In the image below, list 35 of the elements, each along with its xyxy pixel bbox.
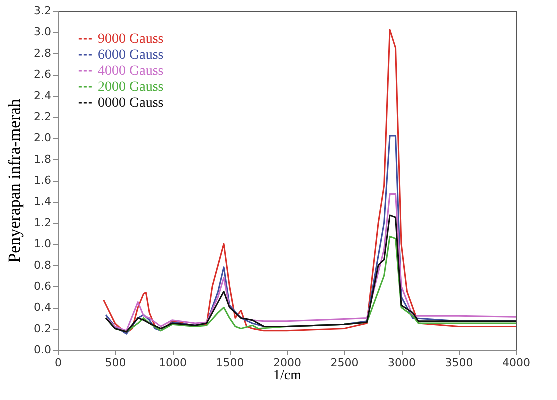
- y-tick-label: 0.0: [34, 344, 52, 356]
- y-tick-label: 2.0: [34, 132, 52, 145]
- x-tick-label: 1000: [159, 356, 187, 370]
- y-tick-label: 2.8: [34, 46, 52, 60]
- y-tick-label: 0.6: [34, 280, 52, 293]
- x-tick-label: 3000: [388, 356, 416, 370]
- x-tick-label: 2000: [274, 356, 302, 370]
- x-tick-label: 2500: [330, 356, 359, 370]
- y-tick-label: 0.2: [34, 322, 52, 336]
- y-tick-label: 2.4: [34, 89, 52, 102]
- y-tick-label: 1.6: [34, 174, 52, 187]
- x-axis-title: 1/cm: [274, 368, 302, 384]
- y-tick-label: 0.8: [34, 258, 52, 272]
- x-tick-label: 0: [55, 356, 62, 370]
- y-tick-label: 3.2: [34, 4, 52, 18]
- y-tick-label: 2.2: [34, 110, 52, 124]
- y-tick-label: 1.0: [34, 238, 52, 251]
- y-tick-label: 0.4: [34, 301, 52, 314]
- line-series: [105, 214, 517, 333]
- line-series: [105, 194, 517, 332]
- y-tick-label: 3.0: [34, 26, 52, 39]
- legend-label: 2000 Gauss: [98, 80, 164, 95]
- legend-label: 4000 Gauss: [98, 64, 164, 79]
- x-tick-label: 500: [105, 356, 126, 370]
- legend-label: 9000 Gauss: [98, 32, 164, 47]
- y-tick-label: 1.4: [34, 195, 52, 208]
- y-tick-label: 2.6: [34, 68, 52, 82]
- y-tick-label: 1.8: [34, 152, 52, 166]
- legend-label: 0000 Gauss: [98, 96, 164, 111]
- x-tick-label: 4000: [502, 356, 530, 370]
- y-axis-title: Penyerapan infra-merah: [5, 98, 24, 263]
- x-tick-label: 1500: [216, 356, 244, 370]
- y-tick-label: 1.2: [34, 216, 52, 230]
- legend-label: 6000 Gauss: [98, 48, 164, 63]
- x-tick-label: 3500: [445, 356, 474, 370]
